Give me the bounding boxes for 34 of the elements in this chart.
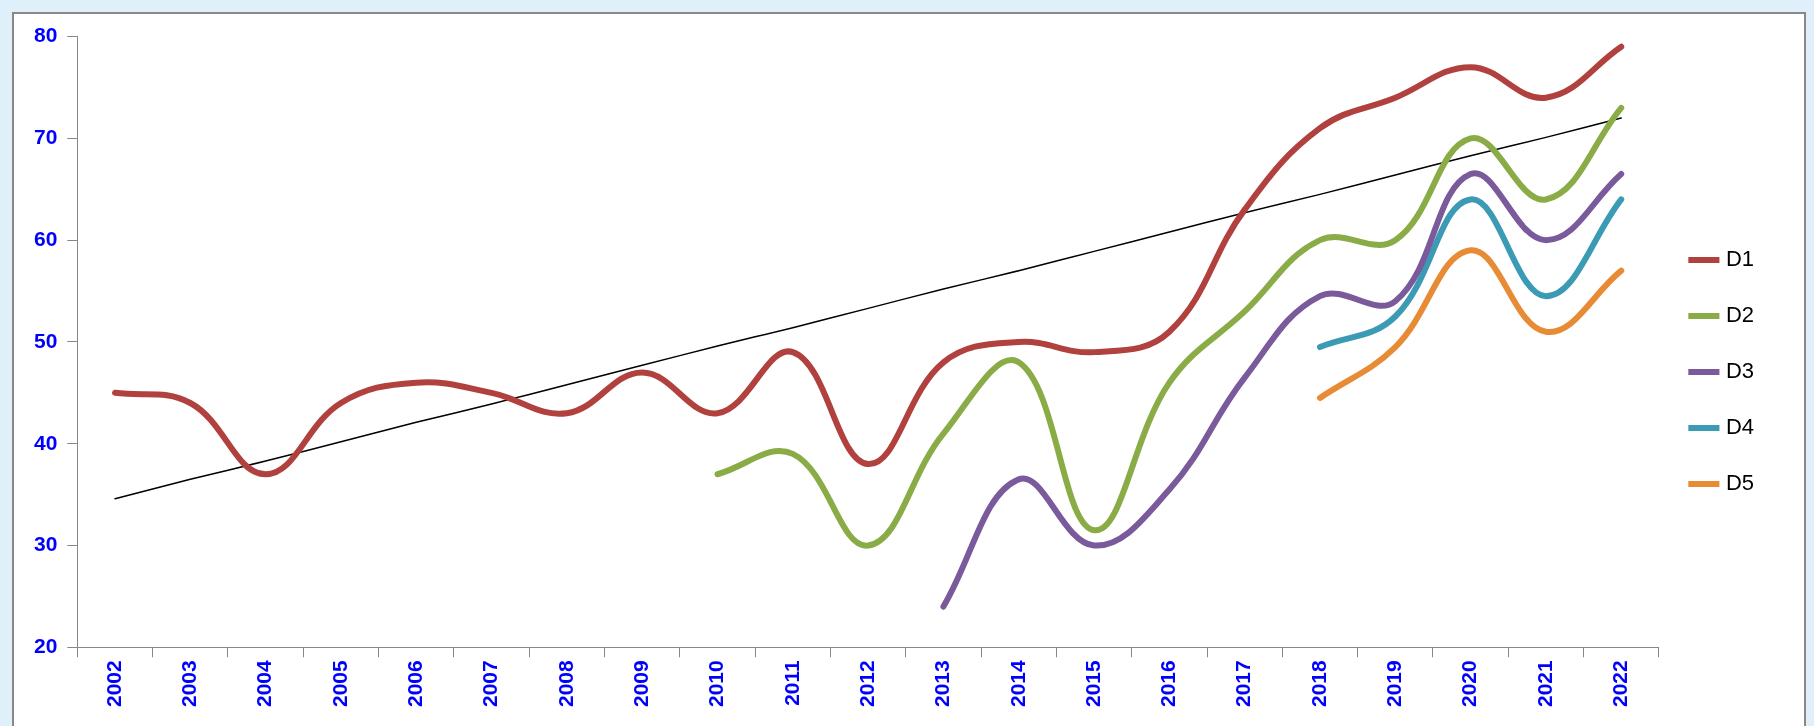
x-tick-label: 2020 — [1457, 660, 1481, 707]
x-tick-label: 2004 — [252, 659, 276, 707]
line-series — [114, 117, 1622, 500]
x-tick-label: 2012 — [854, 660, 878, 707]
x-tick-label: 2022 — [1608, 660, 1632, 707]
legend-label: D3 — [1725, 358, 1754, 384]
x-tick-label: 2015 — [1080, 659, 1104, 707]
y-tick-label: 60 — [34, 226, 58, 250]
x-tick-label: 2003 — [177, 660, 201, 707]
x-tick-label: 2005 — [327, 659, 351, 707]
x-tick-label: 2008 — [553, 659, 577, 707]
y-tick-label: 20 — [34, 634, 58, 658]
y-tick-label: 40 — [34, 430, 58, 454]
y-tick-label: 70 — [34, 125, 58, 149]
x-tick-label: 2014 — [1005, 659, 1029, 707]
x-tick-label: 2011 — [779, 659, 803, 706]
x-tick-label: 2006 — [403, 660, 427, 707]
legend-label: D5 — [1725, 470, 1754, 496]
x-tick-label: 2009 — [628, 660, 652, 707]
x-tick-label: 2007 — [478, 660, 502, 707]
x-tick-label: 2021 — [1532, 659, 1556, 707]
y-tick-label: 80 — [34, 23, 58, 47]
legend-label: D2 — [1725, 302, 1754, 328]
legend-label: D1 — [1725, 246, 1754, 272]
x-tick-label: 2019 — [1382, 660, 1406, 707]
legend-label: D4 — [1725, 414, 1754, 440]
x-tick-label: 2016 — [1156, 660, 1180, 707]
x-tick-label: 2002 — [101, 660, 125, 707]
x-tick-label: 2017 — [1231, 660, 1255, 707]
x-tick-label: 2018 — [1306, 659, 1330, 707]
x-tick-label: 2013 — [930, 660, 954, 707]
x-tick-label: 2010 — [704, 660, 728, 707]
y-tick-label: 50 — [34, 328, 58, 352]
y-tick-label: 30 — [34, 532, 58, 556]
